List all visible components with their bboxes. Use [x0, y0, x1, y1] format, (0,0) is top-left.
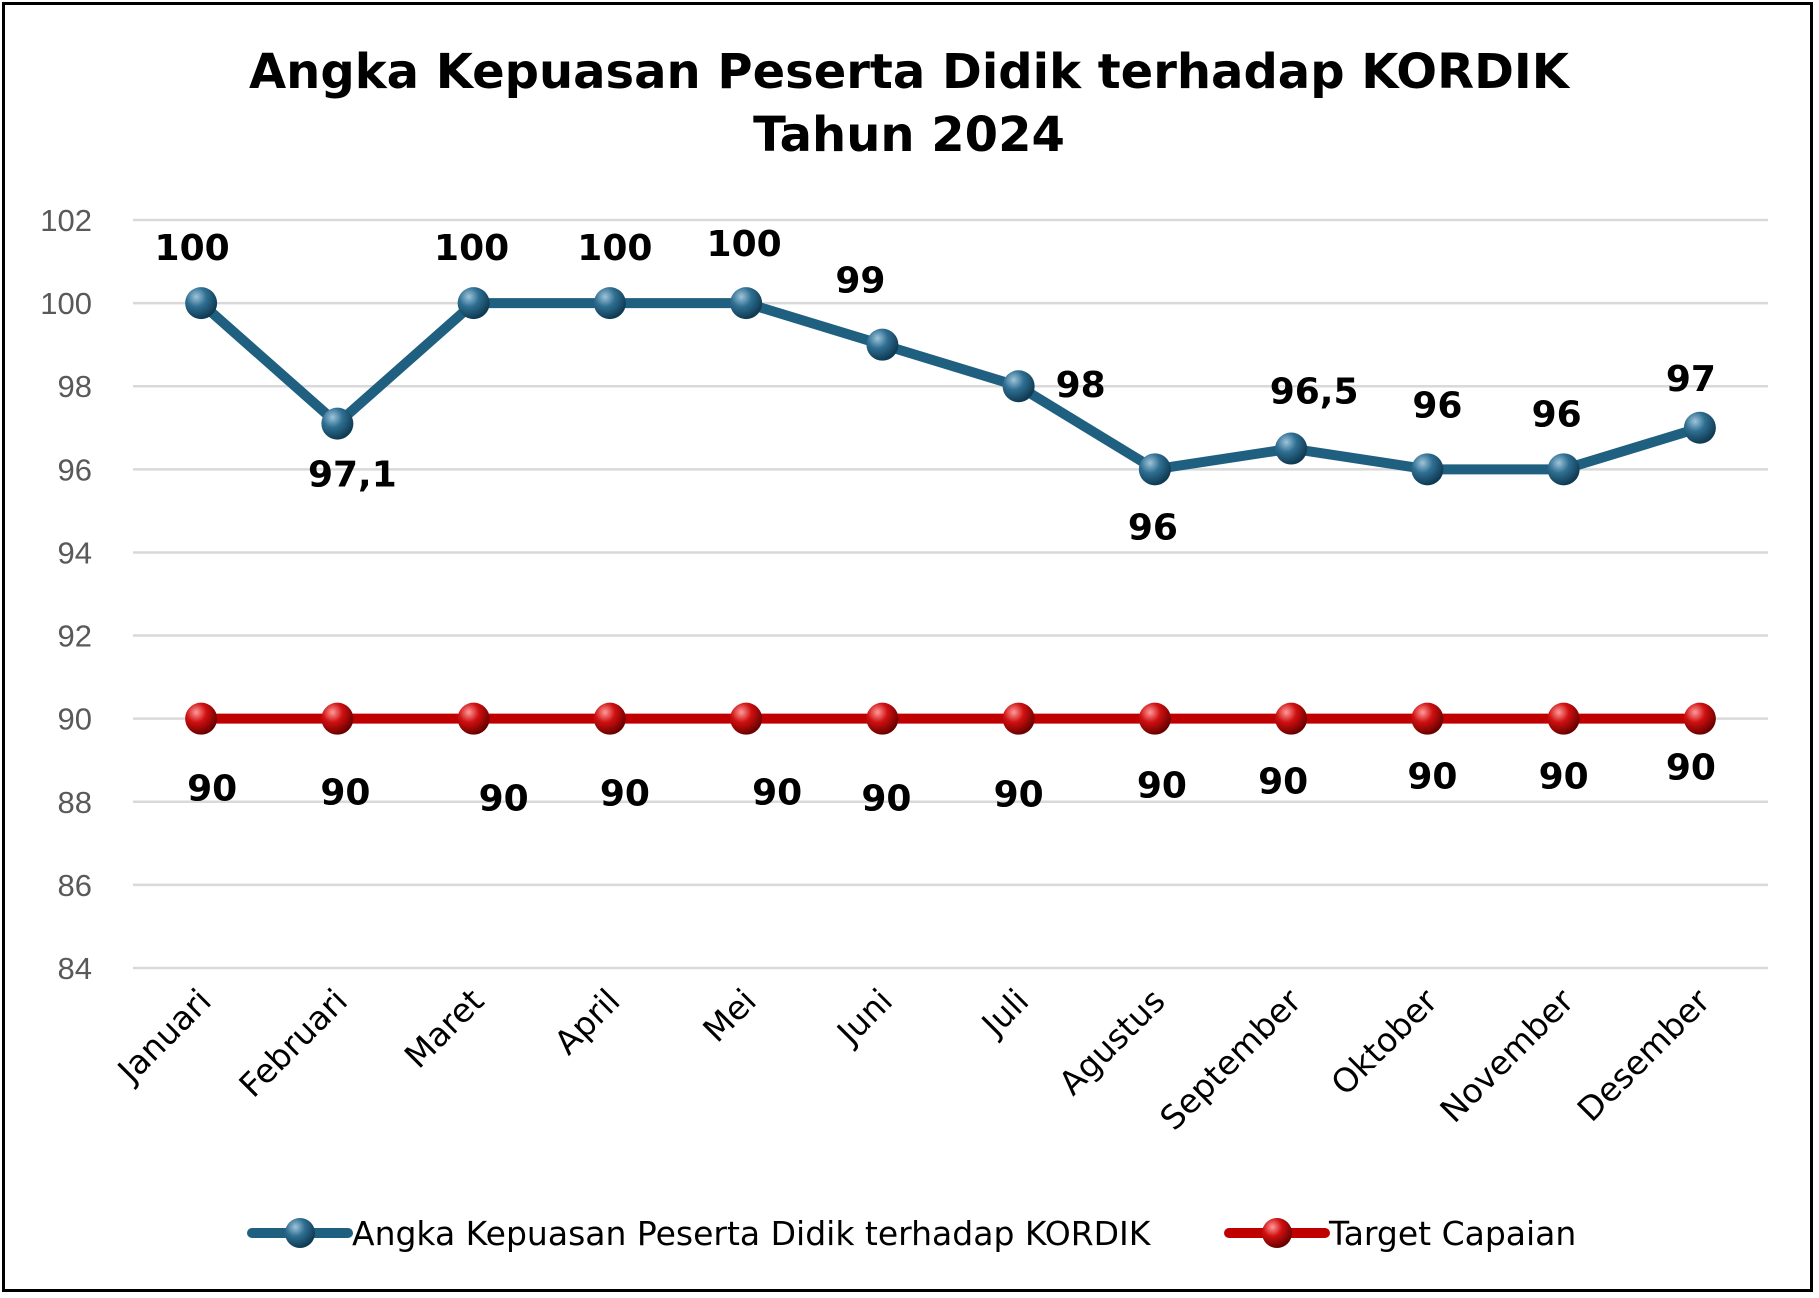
data-label: 100: [707, 224, 782, 265]
data-label: 90: [479, 779, 529, 820]
y-tick-label: 102: [40, 203, 92, 238]
data-point: [457, 287, 490, 320]
data-label: 90: [600, 774, 650, 815]
data-label: 90: [1666, 748, 1716, 789]
data-point: [457, 702, 490, 735]
data-label: 96: [1532, 394, 1582, 435]
data-point: [1138, 702, 1171, 735]
y-tick-label: 84: [58, 951, 92, 986]
y-tick-label: 100: [40, 286, 92, 321]
data-point: [593, 702, 626, 735]
y-tick-label: 94: [58, 535, 92, 570]
data-point: [1002, 702, 1035, 735]
data-point: [1275, 702, 1308, 735]
data-point: [1683, 411, 1716, 444]
x-tick-label: Juli: [973, 981, 1037, 1045]
y-axis-ticks: 84 86 88 90 92 94 96 98 100 102: [40, 203, 92, 986]
data-label: 99: [835, 261, 885, 302]
series-layer: [185, 287, 1716, 735]
legend-label-target: Target Capaian: [1328, 1214, 1576, 1253]
data-point: [185, 702, 218, 735]
legend-label-kepuasan: Angka Kepuasan Peserta Didik terhadap KO…: [352, 1214, 1152, 1253]
data-labels: 100 97,1 100 100 100 99 98 96 96,5 96 96 97 90 90 90 90…: [155, 224, 1716, 820]
data-point: [321, 702, 354, 735]
data-label: 100: [577, 228, 652, 269]
data-label: 96: [1128, 507, 1178, 548]
data-point: [1275, 432, 1308, 465]
legend-item-target: Target Capaian: [1224, 1214, 1576, 1253]
legend-marker-target: [1262, 1218, 1292, 1248]
data-point: [1411, 453, 1444, 486]
y-tick-label: 96: [58, 452, 92, 487]
data-label: 100: [155, 228, 230, 269]
chart-title: Angka Kepuasan Peserta Didik terhadap KO…: [249, 44, 1571, 100]
data-label: 90: [320, 773, 370, 814]
data-label: 90: [1137, 766, 1187, 807]
y-tick-label: 88: [58, 785, 92, 820]
x-tick-label: November: [1432, 981, 1581, 1130]
data-point: [866, 328, 899, 361]
y-tick-label: 86: [58, 868, 92, 903]
data-label: 90: [1539, 757, 1589, 798]
data-point: [1547, 702, 1580, 735]
x-tick-label: Agustus: [1051, 981, 1172, 1102]
data-point: [1547, 453, 1580, 486]
series-line-0: [196, 298, 1705, 475]
data-label: 98: [1056, 365, 1106, 406]
x-axis-ticks: Januari Februari Maret April Mei Juni Juli Agus…: [109, 981, 1718, 1138]
data-label: 90: [1407, 757, 1457, 798]
legend-item-kepuasan: Angka Kepuasan Peserta Didik terhadap KO…: [247, 1214, 1152, 1253]
data-point: [1411, 702, 1444, 735]
data-point: [185, 287, 218, 320]
data-label: 96,5: [1270, 372, 1359, 413]
data-label: 96: [1412, 385, 1462, 426]
legend: Angka Kepuasan Peserta Didik terhadap KO…: [247, 1214, 1576, 1253]
chart-subtitle: Tahun 2024: [753, 107, 1065, 163]
data-point: [866, 702, 899, 735]
data-label: 97: [1666, 359, 1716, 400]
data-point: [730, 287, 763, 320]
x-tick-label: Januari: [109, 981, 219, 1091]
x-tick-label: Februari: [231, 981, 355, 1105]
data-point: [730, 702, 763, 735]
x-tick-label: Juni: [828, 981, 900, 1053]
data-point: [593, 287, 626, 320]
x-tick-label: Oktober: [1323, 981, 1445, 1103]
x-tick-label: September: [1152, 981, 1309, 1138]
data-label: 90: [187, 769, 237, 810]
y-tick-label: 92: [58, 619, 92, 654]
gridlines: [133, 218, 1768, 970]
data-point: [1002, 370, 1035, 403]
data-point: [1683, 702, 1716, 735]
data-label: 90: [752, 773, 802, 814]
data-label: 100: [434, 228, 509, 269]
data-label: 97,1: [308, 455, 397, 496]
y-tick-label: 98: [58, 369, 92, 404]
data-point: [1138, 453, 1171, 486]
y-tick-label: 90: [58, 702, 92, 737]
x-tick-label: Maret: [397, 981, 492, 1076]
data-label: 90: [994, 775, 1044, 816]
x-tick-label: Desember: [1570, 981, 1718, 1129]
legend-marker-kepuasan: [285, 1218, 315, 1248]
data-point: [321, 407, 354, 440]
data-label: 90: [1258, 762, 1308, 803]
x-tick-label: Mei: [695, 981, 764, 1050]
x-tick-label: April: [547, 981, 628, 1062]
data-label: 90: [861, 779, 911, 820]
